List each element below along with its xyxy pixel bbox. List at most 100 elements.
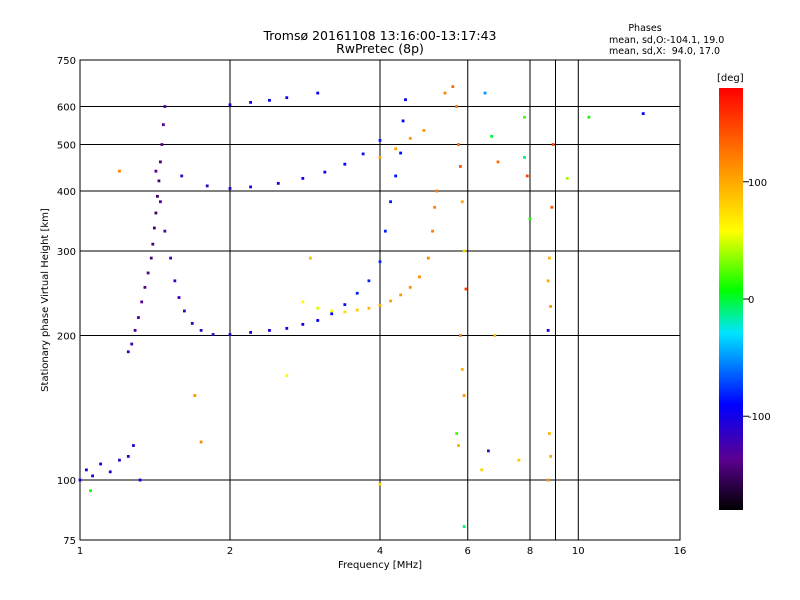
scatter-point xyxy=(490,134,494,138)
scatter-point xyxy=(459,334,462,337)
scatter-point xyxy=(565,177,569,180)
phase-box-heading: Phases xyxy=(628,23,661,34)
scatter-point xyxy=(199,440,203,444)
scatter-point xyxy=(523,115,526,119)
scatter-points xyxy=(78,85,645,528)
scatter-point xyxy=(211,333,215,336)
scatter-point xyxy=(367,306,371,310)
colorbar xyxy=(719,88,743,510)
scatter-point xyxy=(462,525,466,528)
scatter-point xyxy=(228,187,232,190)
scatter-point xyxy=(389,200,392,204)
scatter-point xyxy=(378,138,382,142)
scatter-point xyxy=(285,326,289,330)
scatter-point xyxy=(301,300,305,304)
scatter-point xyxy=(343,310,347,314)
scatter-point xyxy=(133,328,137,332)
scatter-point xyxy=(483,91,487,95)
scatter-point xyxy=(455,105,459,108)
scatter-point xyxy=(404,98,407,102)
scatter-point xyxy=(169,256,173,260)
x-tick-label: 1 xyxy=(77,546,83,557)
x-tick-label: 6 xyxy=(465,546,471,557)
y-tick-label: 100 xyxy=(57,476,76,487)
scatter-point xyxy=(355,291,359,295)
scatter-point xyxy=(394,174,398,178)
scatter-point xyxy=(523,156,526,159)
scatter-point xyxy=(408,285,412,289)
x-tick-label: 16 xyxy=(674,546,687,557)
x-tick-label: 8 xyxy=(527,546,533,557)
scatter-point xyxy=(177,296,181,299)
colorbar-ticks: 100 0 -100 xyxy=(743,178,771,423)
y-axis-label: Stationary phase Virtual Height [km] xyxy=(40,208,51,392)
scatter-point xyxy=(193,394,197,397)
scatter-point xyxy=(394,147,398,151)
scatter-point xyxy=(551,143,555,146)
scatter-point xyxy=(316,306,320,310)
scatter-point xyxy=(641,112,645,115)
phase-box-x-stats: mean, sd,X: 94.0, 17.0 xyxy=(609,46,720,57)
scatter-point xyxy=(401,119,405,123)
scatter-point xyxy=(435,189,439,193)
x-tick-label: 4 xyxy=(377,546,383,557)
scatter-point xyxy=(546,279,550,283)
chart-subtitle: RwPretec (8p) xyxy=(336,41,424,56)
x-axis-label: Frequency [MHz] xyxy=(338,560,422,571)
y-tick-label: 750 xyxy=(57,56,76,67)
x-tick-label: 10 xyxy=(572,546,585,557)
scatter-point xyxy=(462,394,466,397)
scatter-point xyxy=(460,200,464,204)
scatter-point xyxy=(399,293,403,297)
scatter-point xyxy=(151,242,155,246)
scatter-point xyxy=(199,328,203,332)
scatter-point xyxy=(154,211,158,215)
colorbar-tick-label: 0 xyxy=(748,295,754,306)
scatter-point xyxy=(249,185,253,189)
scatter-point xyxy=(378,482,382,486)
scatter-point xyxy=(459,165,462,168)
scatter-point xyxy=(156,194,159,198)
scatter-point xyxy=(323,170,327,174)
scatter-point xyxy=(132,444,135,447)
scatter-point xyxy=(399,151,403,155)
scatter-point xyxy=(152,226,156,230)
plot-area xyxy=(79,59,681,541)
scatter-point xyxy=(549,455,553,458)
phase-box-o-stats: mean, sd,O:-104.1, 19.0 xyxy=(609,35,724,46)
scatter-point xyxy=(550,205,554,209)
scatter-point xyxy=(464,287,468,291)
scatter-point xyxy=(367,279,371,283)
scatter-point xyxy=(205,184,209,188)
scatter-point xyxy=(149,256,153,260)
scatter-point xyxy=(140,300,144,304)
axis-ticks: 1 2 4 6 8 10 16 75 100 200 300 400 500 600 750 xyxy=(57,56,686,557)
scatter-point xyxy=(418,275,421,279)
scatter-point xyxy=(89,489,92,493)
scatter-point xyxy=(343,162,347,166)
scatter-point xyxy=(160,143,164,146)
scatter-point xyxy=(408,136,412,140)
scatter-point xyxy=(517,458,521,462)
scatter-point xyxy=(301,322,305,326)
scatter-point xyxy=(154,169,158,173)
scatter-point xyxy=(146,271,150,275)
scatter-point xyxy=(249,100,253,104)
y-tick-label: 75 xyxy=(63,536,76,547)
scatter-point xyxy=(163,229,167,233)
scatter-point xyxy=(451,85,455,89)
scatter-point xyxy=(330,312,334,316)
scatter-point xyxy=(228,333,232,336)
scatter-point xyxy=(546,478,550,482)
scatter-point xyxy=(301,177,305,180)
scatter-point xyxy=(486,449,490,453)
scatter-point xyxy=(99,462,103,466)
scatter-point xyxy=(343,303,347,306)
scatter-point xyxy=(528,217,532,221)
scatter-point xyxy=(157,179,161,183)
scatter-point xyxy=(159,200,162,204)
scatter-point xyxy=(285,96,289,100)
colorbar-label: [deg] xyxy=(717,73,744,84)
scatter-point xyxy=(361,152,365,156)
